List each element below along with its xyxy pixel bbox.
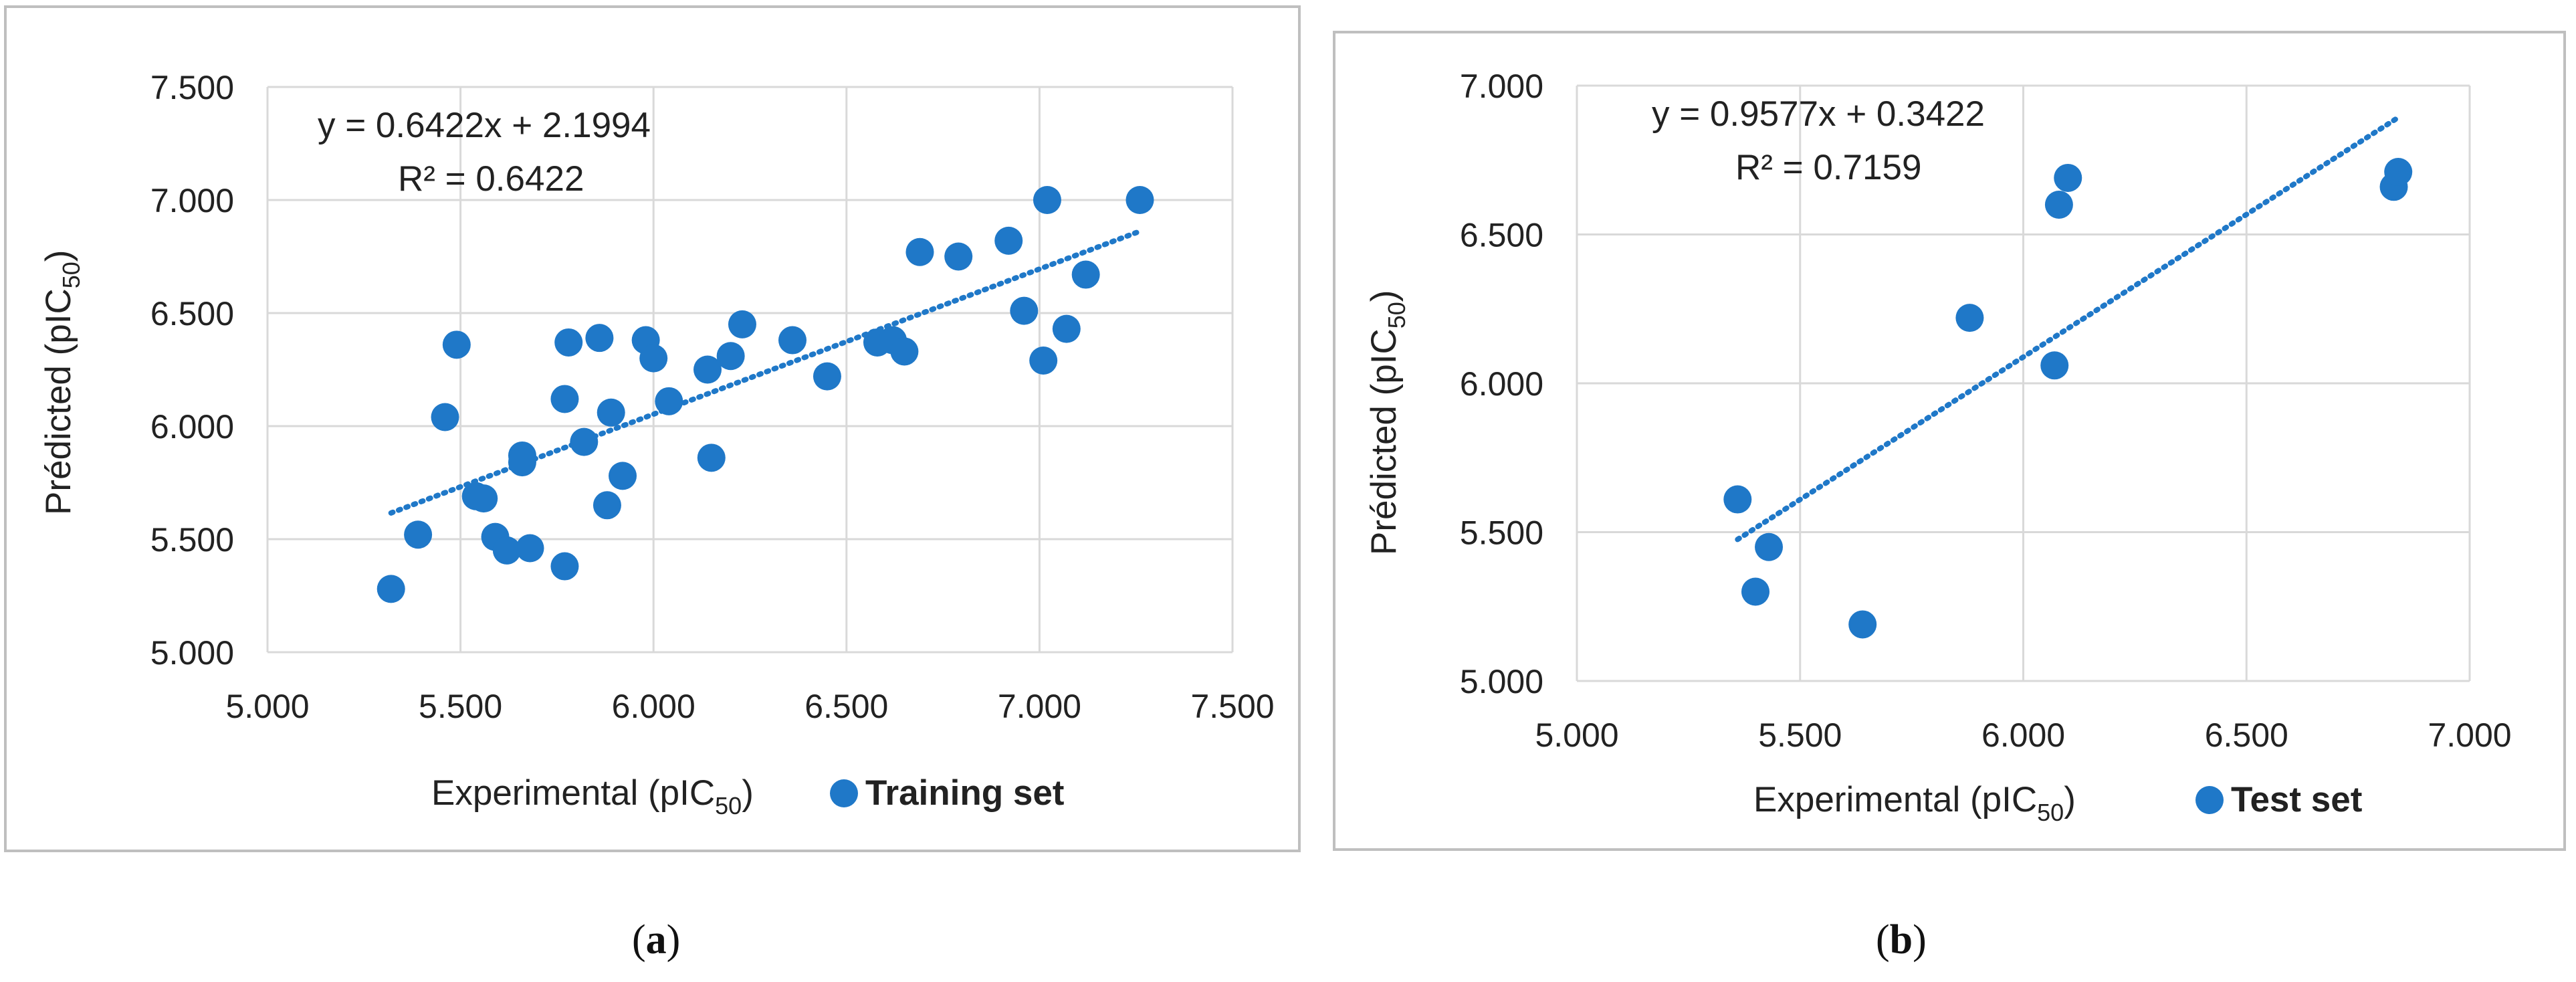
chart-a-x-tick-label: 7.500 bbox=[1190, 688, 1274, 725]
chart-a-y-tick-label: 7.000 bbox=[150, 182, 234, 219]
chart-b-frame bbox=[1333, 31, 2566, 851]
chart-a-y-tick-label: 6.500 bbox=[150, 295, 234, 332]
chart-a: 5.000 5.500 6.000 6.500 7.000 7.500 5.000 5.50… bbox=[4, 5, 1301, 852]
chart-a-x-axis-title: Experimental (pIC50) bbox=[431, 773, 754, 819]
chart-b-legend-label: Test set bbox=[2231, 780, 2362, 819]
data-point bbox=[431, 403, 459, 431]
chart-b-x-tick-label: 6.000 bbox=[1981, 716, 2065, 754]
data-point bbox=[1071, 260, 1100, 289]
data-point bbox=[597, 398, 625, 427]
data-point bbox=[1029, 346, 1058, 375]
chart-a-y-axis-title: Prédicted (pIC50) bbox=[39, 250, 85, 515]
chart-a-xticks: 5.000 5.500 6.000 6.500 7.000 7.500 bbox=[225, 688, 1274, 725]
data-point bbox=[639, 344, 668, 373]
data-point bbox=[1741, 577, 1769, 606]
chart-a-trendline bbox=[388, 228, 1143, 516]
data-point bbox=[2044, 191, 2073, 219]
data-point bbox=[1125, 186, 1154, 214]
chart-b-trend-line bbox=[1735, 114, 2401, 543]
chart-a-x-tick-label: 5.000 bbox=[225, 688, 309, 725]
data-point bbox=[2040, 351, 2069, 380]
caption-a: (a) bbox=[632, 917, 681, 963]
chart-a-frame bbox=[4, 5, 1301, 852]
chart-b-y-tick-label: 5.500 bbox=[1460, 514, 1543, 552]
data-point bbox=[554, 328, 583, 357]
data-point bbox=[778, 326, 807, 355]
chart-a-y-tick-label: 7.500 bbox=[150, 69, 234, 106]
data-point bbox=[550, 552, 579, 581]
chart-a-y-tick-label: 5.500 bbox=[150, 521, 234, 559]
chart-b-equation: y = 0.9577x + 0.3422 bbox=[1652, 94, 1985, 134]
chart-a-equation: y = 0.6422x + 2.1994 bbox=[318, 106, 651, 145]
chart-b-yticks: 5.000 5.500 6.000 6.500 7.000 bbox=[1460, 68, 1543, 700]
data-point bbox=[994, 226, 1023, 255]
chart-b-y-tick-label: 6.000 bbox=[1460, 365, 1543, 403]
chart-b-x-tick-label: 5.500 bbox=[1758, 716, 1842, 754]
data-point bbox=[1052, 314, 1081, 343]
data-point bbox=[697, 444, 726, 472]
data-point bbox=[469, 484, 498, 513]
data-point bbox=[2054, 163, 2082, 192]
data-point bbox=[1033, 186, 1061, 214]
data-point bbox=[516, 534, 544, 563]
data-point bbox=[1010, 296, 1039, 325]
chart-b-y-tick-label: 6.500 bbox=[1460, 217, 1543, 254]
chart-a-x-tick-label: 6.000 bbox=[612, 688, 695, 725]
chart-a-y-tick-label: 5.000 bbox=[150, 634, 234, 672]
data-point bbox=[508, 448, 536, 477]
chart-b-x-tick-label: 7.000 bbox=[2428, 716, 2511, 754]
chart-b-points bbox=[1723, 158, 2413, 639]
chart-a-yticks: 5.000 5.500 6.000 6.500 7.000 7.500 bbox=[150, 69, 234, 672]
data-point bbox=[813, 362, 841, 391]
chart-a-points bbox=[377, 186, 1154, 603]
chart-b-legend: Test set bbox=[2195, 780, 2362, 819]
chart-b-y-tick-label: 7.000 bbox=[1460, 68, 1543, 105]
data-point bbox=[585, 324, 614, 353]
chart-b-legend-marker bbox=[2195, 786, 2224, 814]
chart-b-x-tick-label: 6.500 bbox=[2205, 716, 2288, 754]
chart-a-legend-label: Training set bbox=[865, 773, 1064, 813]
chart-b-grid bbox=[1576, 84, 2471, 682]
chart-a-r2: R² = 0.6422 bbox=[398, 159, 584, 199]
chart-a-legend: Training set bbox=[830, 773, 1064, 813]
data-point bbox=[1955, 304, 1984, 332]
chart-a-x-tick-label: 5.500 bbox=[419, 688, 502, 725]
chart-b-trendline bbox=[1735, 114, 2401, 543]
chart-b-x-axis-title: Experimental (pIC50) bbox=[1753, 780, 2076, 826]
data-point bbox=[377, 575, 405, 603]
data-point bbox=[693, 355, 722, 384]
data-point bbox=[716, 342, 745, 371]
data-point bbox=[593, 491, 621, 520]
data-point bbox=[1755, 532, 1784, 561]
data-point bbox=[655, 387, 683, 415]
data-point bbox=[442, 330, 471, 359]
caption-b: (b) bbox=[1876, 917, 1927, 963]
chart-b-y-axis-title: Prédicted (pIC50) bbox=[1364, 290, 1410, 555]
data-point bbox=[728, 310, 756, 338]
data-point bbox=[944, 242, 973, 271]
data-point bbox=[890, 337, 919, 366]
chart-b-x-tick-label: 5.000 bbox=[1535, 716, 1618, 754]
data-point bbox=[1723, 485, 1752, 514]
data-point bbox=[905, 237, 934, 266]
data-point bbox=[492, 536, 521, 565]
chart-a-trend-line bbox=[388, 228, 1143, 516]
data-point bbox=[550, 385, 579, 413]
chart-b: 5.000 5.500 6.000 6.500 7.000 5.000 5.500 6.00… bbox=[1333, 31, 2566, 851]
chart-b-y-tick-label: 5.000 bbox=[1460, 663, 1543, 700]
chart-a-x-tick-label: 7.000 bbox=[998, 688, 1081, 725]
chart-a-y-tick-label: 6.000 bbox=[150, 408, 234, 446]
chart-b-r2: R² = 0.7159 bbox=[1735, 148, 1921, 187]
chart-a-legend-marker bbox=[830, 779, 858, 807]
data-point bbox=[404, 520, 433, 549]
data-point bbox=[1848, 610, 1877, 639]
data-point bbox=[570, 427, 599, 456]
chart-a-x-tick-label: 6.500 bbox=[804, 688, 888, 725]
data-point bbox=[2384, 158, 2413, 187]
data-point bbox=[609, 462, 637, 490]
chart-b-xticks: 5.000 5.500 6.000 6.500 7.000 bbox=[1535, 716, 2511, 754]
